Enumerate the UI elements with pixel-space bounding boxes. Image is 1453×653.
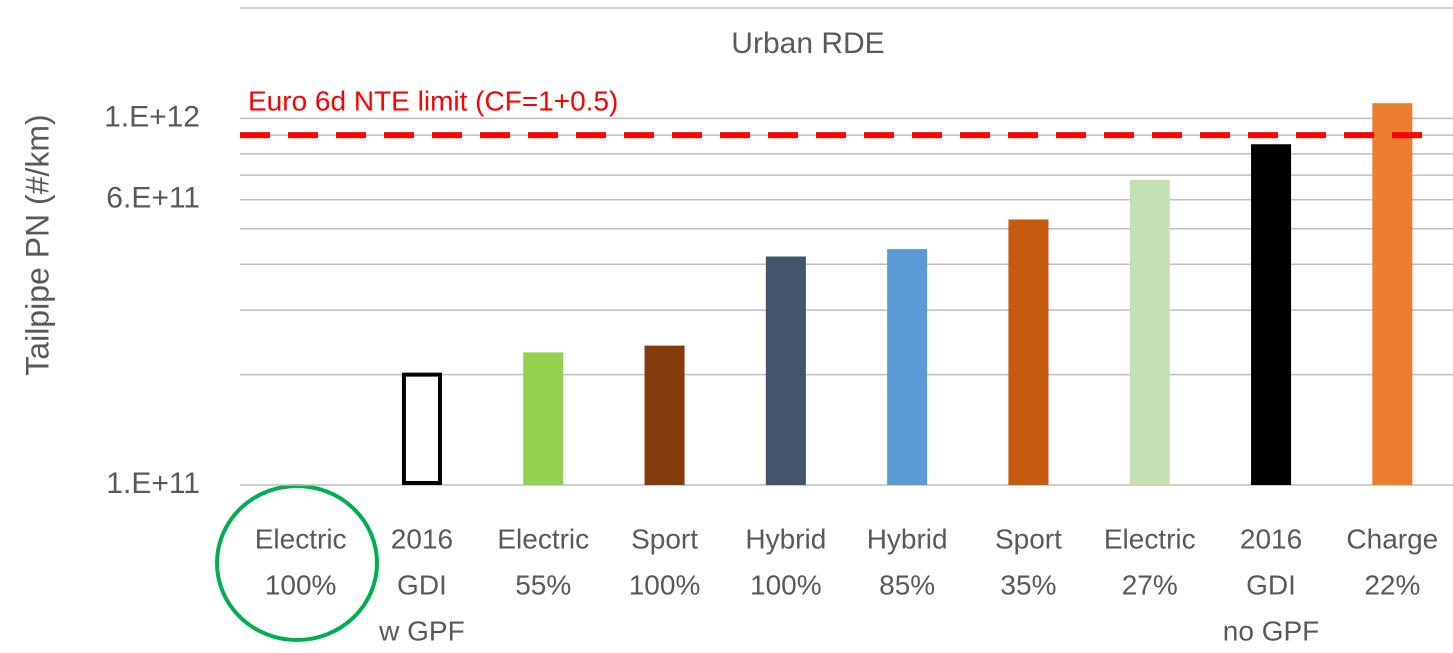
bar — [887, 249, 928, 485]
x-tick-label: 100% — [629, 569, 701, 600]
x-tick-label: 35% — [1000, 569, 1056, 600]
bar — [1129, 179, 1170, 486]
x-tick-label: Hybrid — [867, 523, 948, 554]
bar — [401, 372, 442, 486]
x-tick-label: 2016 — [391, 523, 453, 554]
x-tick-label: 22% — [1364, 569, 1420, 600]
bar — [1372, 103, 1413, 485]
x-tick-label: Electric — [497, 523, 589, 554]
bar — [1251, 144, 1292, 485]
chart-title: Urban RDE — [731, 27, 884, 60]
x-tick-label: Sport — [631, 523, 698, 554]
x-tick-label: GDI — [1246, 569, 1296, 600]
bar — [644, 345, 685, 485]
bar — [765, 256, 806, 485]
x-tick-label: 55% — [515, 569, 571, 600]
x-tick-label: Charge — [1346, 523, 1438, 554]
x-tick-label: GDI — [397, 569, 447, 600]
y-axis-label: Tailpipe PN (#/km) — [19, 114, 55, 375]
y-tick-label: 1.E+12 — [104, 100, 200, 133]
x-tick-label: no GPF — [1223, 615, 1319, 646]
bar — [523, 352, 564, 485]
highlight-circle — [215, 484, 379, 642]
x-tick-label: 85% — [879, 569, 935, 600]
x-tick-label: 100% — [265, 569, 337, 600]
x-tick-label: 100% — [750, 569, 822, 600]
bar — [1008, 219, 1049, 486]
x-tick-label: 27% — [1122, 569, 1178, 600]
y-tick-label: 1.E+11 — [106, 467, 200, 500]
y-tick-label: 6.E+11 — [106, 182, 200, 215]
x-tick-label: Sport — [995, 523, 1062, 554]
reference-label: Euro 6d NTE limit (CF=1+0.5) — [248, 86, 618, 117]
x-tick-label: w GPF — [378, 615, 465, 646]
x-tick-label: Electric — [1104, 523, 1196, 554]
x-tick-label: Hybrid — [745, 523, 826, 554]
x-tick-label: 2016 — [1240, 523, 1302, 554]
x-tick-label: Electric — [255, 523, 347, 554]
